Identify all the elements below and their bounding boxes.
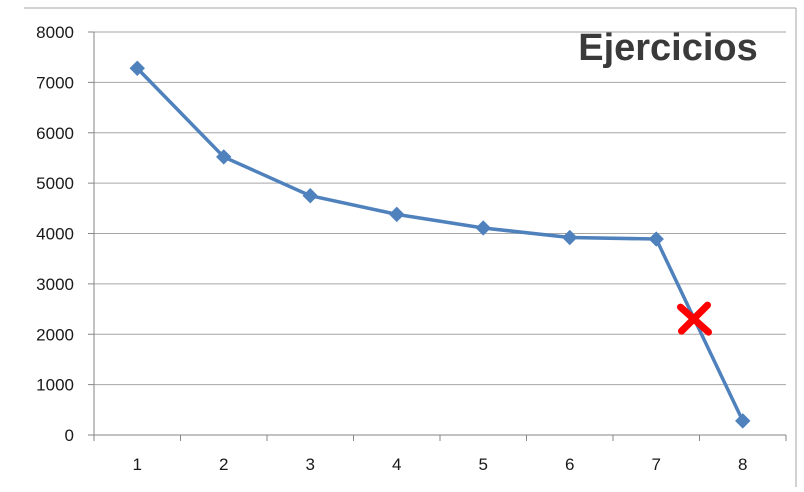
data-point-marker (735, 413, 751, 429)
x-tick-label: 2 (219, 455, 228, 474)
chart-title: Ejercicios (578, 27, 758, 69)
data-point-marker (302, 188, 318, 204)
y-tick-label: 4000 (36, 225, 74, 244)
annotations (677, 301, 712, 336)
x-tick-label: 6 (565, 455, 574, 474)
data-point-marker (216, 149, 232, 165)
series-markers (129, 60, 751, 429)
cross-stroke (678, 301, 711, 335)
data-point-marker (648, 231, 664, 247)
x-tick-label: 5 (479, 455, 488, 474)
y-tick-label: 0 (65, 426, 74, 445)
x-tick-label: 4 (392, 455, 401, 474)
y-tick-label: 3000 (36, 275, 74, 294)
y-tick-labels: 0 1000 2000 3000 4000 5000 6000 7000 8000 (36, 23, 74, 445)
x-tick-labels: 1 2 3 4 5 6 7 8 (133, 455, 748, 474)
data-point-marker (475, 220, 491, 236)
y-tick-label: 6000 (36, 124, 74, 143)
x-tick-label: 1 (133, 455, 142, 474)
axes (93, 32, 787, 441)
y-tick-label: 1000 (36, 376, 74, 395)
y-tick-label: 2000 (36, 325, 74, 344)
cross-mark-icon (677, 301, 712, 336)
x-tick-label: 8 (738, 455, 747, 474)
data-point-marker (129, 60, 145, 76)
gridlines (88, 31, 786, 436)
y-tick-label: 5000 (36, 174, 74, 193)
series-line-path (135, 66, 745, 423)
data-point-marker (562, 229, 578, 246)
y-tick-label: 7000 (36, 73, 74, 92)
data-point-marker (389, 206, 405, 223)
x-tick-label: 3 (306, 455, 315, 474)
y-tick-label: 8000 (36, 23, 74, 42)
series-line (135, 66, 745, 423)
x-tick-label: 7 (652, 455, 661, 474)
